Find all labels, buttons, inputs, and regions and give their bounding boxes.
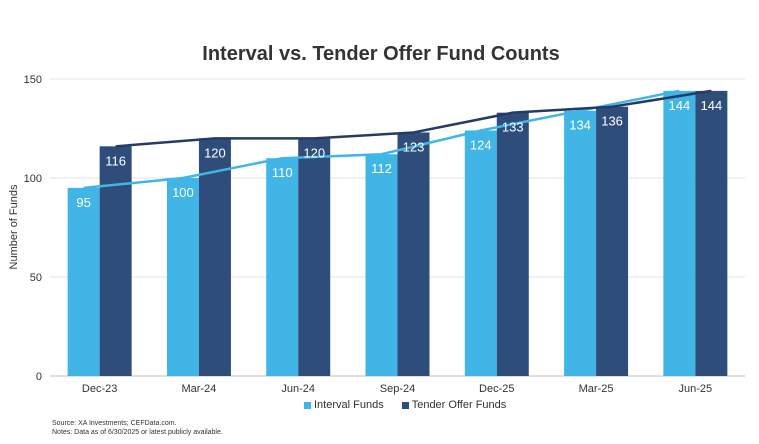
bar-tender xyxy=(695,90,728,376)
data-label: 133 xyxy=(502,120,524,135)
bar-interval xyxy=(365,154,398,376)
x-tick-label: Mar-25 xyxy=(579,383,614,395)
y-ticks: 0 50 100 150 xyxy=(24,74,42,383)
x-tick-label: Jun-25 xyxy=(679,383,713,395)
legend-swatch-interval xyxy=(304,401,311,409)
y-tick-label: 50 xyxy=(30,272,42,284)
data-label: 123 xyxy=(403,139,425,154)
bar-interval xyxy=(266,158,299,376)
data-label: 134 xyxy=(569,118,591,133)
series-line-tender xyxy=(115,89,712,148)
x-tick-label: Dec-25 xyxy=(479,383,514,395)
bar-tender xyxy=(596,106,629,376)
legend-item-tender: Tender Offer Funds xyxy=(401,399,507,411)
data-label: 112 xyxy=(371,161,392,176)
bar-tender xyxy=(397,132,430,376)
legend: Interval Funds Tender Offer Funds xyxy=(304,399,506,411)
data-label: 120 xyxy=(204,145,226,160)
x-tick-label: Dec-23 xyxy=(82,383,117,395)
bar-tender xyxy=(298,138,331,376)
y-tick-label: 100 xyxy=(24,173,42,185)
data-label: 100 xyxy=(172,185,194,200)
data-label: 110 xyxy=(272,165,293,180)
y-tick-label: 0 xyxy=(36,371,42,383)
bar-tender xyxy=(496,112,529,376)
legend-item-interval: Interval Funds xyxy=(304,399,384,411)
x-tick-label: Mar-24 xyxy=(182,383,217,395)
x-tick-label: Sep-24 xyxy=(380,383,415,395)
bar-interval xyxy=(464,130,497,376)
legend-label-tender: Tender Offer Funds xyxy=(411,399,507,411)
bar-interval xyxy=(67,187,100,376)
bars xyxy=(67,90,728,377)
data-label: 144 xyxy=(701,98,723,113)
data-label: 124 xyxy=(470,137,492,152)
bar-interval xyxy=(564,110,597,377)
legend-swatch-tender xyxy=(401,401,409,409)
notes: Source: XA Investments; CEFData.com. Not… xyxy=(52,419,223,437)
series-line-interval xyxy=(83,89,680,190)
data-note: Notes: Data as of 6/30/2025 or latest pu… xyxy=(52,429,223,436)
bar-interval xyxy=(663,90,696,376)
source-note: Source: XA Investments; CEFData.com. xyxy=(52,420,177,427)
y-axis-label: Number of Funds xyxy=(8,184,20,269)
bar-interval xyxy=(166,178,199,376)
data-label: 120 xyxy=(303,145,325,160)
data-labels: 95 116 100 120 110 120 112 123 124 133 134 136 144 14… xyxy=(76,98,722,210)
x-ticks: Dec-23 Mar-24 Jun-24 Sep-24 Dec-25 Mar-25 Jun-… xyxy=(82,383,712,395)
data-label: 136 xyxy=(601,114,623,129)
bar-tender xyxy=(198,138,231,376)
data-label: 95 xyxy=(76,195,90,210)
series-lines xyxy=(83,89,712,190)
data-label: 144 xyxy=(669,98,691,113)
legend-label-interval: Interval Funds xyxy=(314,399,384,411)
y-tick-label: 150 xyxy=(24,74,42,86)
data-label: 116 xyxy=(105,153,126,168)
chart-title: Interval vs. Tender Offer Fund Counts xyxy=(202,43,559,65)
x-tick-label: Jun-24 xyxy=(281,383,315,395)
bar-tender xyxy=(99,146,132,376)
